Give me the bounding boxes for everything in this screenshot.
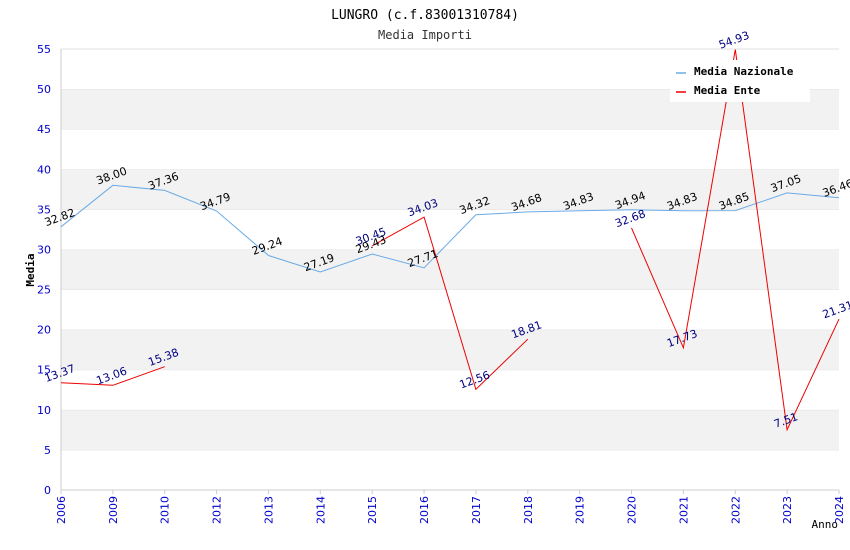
x-tick-label: 2009 [107,496,120,524]
x-tick-label: 2018 [522,496,535,524]
grid-band [61,129,839,170]
series-line-media-ente [631,49,840,432]
data-label-media-ente: 54.93 [717,29,751,52]
y-tick-label: 20 [37,324,51,337]
x-tick-label: 2023 [781,496,794,524]
y-ticks: 0 5 10 15 20 25 30 35 40 45 50 55 [37,43,51,497]
x-tick-label: 2014 [314,496,327,524]
x-tick-label: 2015 [366,496,379,524]
x-tick-label: 2024 [833,496,846,524]
series-line-media-ente [60,366,165,386]
series-line-media-nazionale [60,184,840,273]
y-tick-label: 30 [37,243,51,256]
y-tick-label: 0 [44,484,51,497]
x-tick-label: 2021 [677,496,690,524]
legend: Media Nazionale Media Ente [670,60,810,102]
x-axis-label: Anno [812,518,839,531]
grid-band [61,449,839,490]
x-tick-label: 2010 [159,496,172,524]
grid-band [61,209,839,250]
x-tick-label: 2016 [418,496,431,524]
grid-band [61,289,839,330]
x-tick-label: 2006 [55,496,68,524]
x-ticks: 2006 2009 2010 2012 2013 2014 2015 2016 2017 2018… [55,490,846,524]
grid-band [61,409,839,450]
legend-entry-media-ente: Media Ente [694,84,761,97]
x-tick-label: 2022 [729,496,742,524]
x-tick-label: 2017 [470,496,483,524]
y-tick-label: 15 [37,364,51,377]
grid-band [61,369,839,410]
legend-box [670,60,810,102]
y-tick-label: 5 [44,444,51,457]
y-tick-label: 25 [37,284,51,297]
y-tick-label: 10 [37,404,51,417]
y-tick-label: 50 [37,83,51,96]
chart-subtitle: Media Importi [378,28,472,42]
grid-band [61,249,839,290]
x-tick-label: 2019 [574,496,587,524]
y-tick-label: 40 [37,163,51,176]
x-tick-label: 2013 [262,496,275,524]
x-tick-label: 2020 [626,496,639,524]
series-lines [60,49,840,432]
grid-bands [61,48,839,490]
y-tick-label: 35 [37,203,51,216]
grid-band [61,169,839,210]
x-tick-label: 2012 [211,496,224,524]
y-tick-label: 45 [37,123,51,136]
y-tick-label: 55 [37,43,51,56]
chart-title: LUNGRO (c.f.83001310784) [331,8,519,23]
grid-band [61,329,839,370]
series-line-media-ente [371,216,529,391]
y-axis-label: Media [24,253,37,286]
axes [60,49,839,491]
legend-entry-media-nazionale: Media Nazionale [694,65,794,78]
